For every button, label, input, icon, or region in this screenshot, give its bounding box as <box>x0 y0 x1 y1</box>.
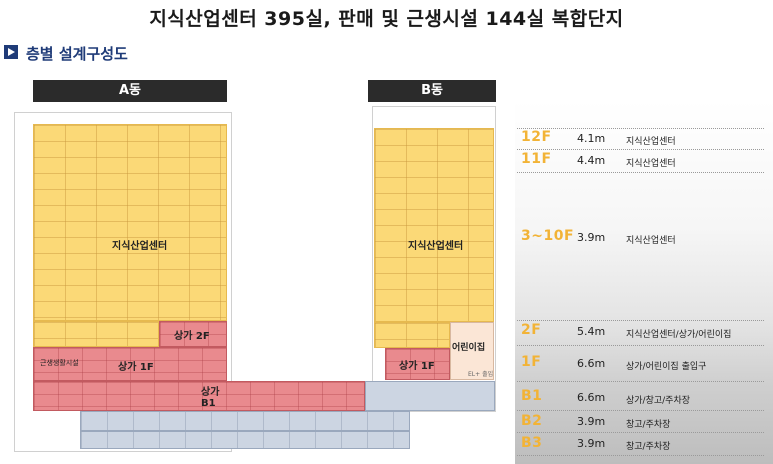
floor-b1-use: 상가/창고/주차장 <box>626 396 691 406</box>
building-a-store-1f-label: 상가 1F <box>118 362 154 373</box>
floor-separator <box>517 381 764 382</box>
building-b-main-label: 지식산업센터 <box>408 241 464 252</box>
floor-b3-label: B3 <box>521 435 543 451</box>
building-b-store-1f-label: 상가 1F <box>399 361 435 372</box>
building-a-office-block <box>33 124 227 321</box>
floor-separator <box>517 128 764 129</box>
floor-3-10f-use: 지식산업센터 <box>626 236 676 246</box>
floor-separator <box>517 320 764 321</box>
floor-1f-label: 1F <box>521 354 542 370</box>
play-square-icon <box>4 45 18 59</box>
parking-b3 <box>80 431 410 449</box>
building-b-frame <box>372 106 496 412</box>
floor-11f-use: 지식산업센터 <box>626 159 676 169</box>
building-b-office-2f <box>374 322 450 348</box>
parking-b1-east <box>365 381 495 411</box>
floor-12f-height: 4.1m <box>577 132 606 145</box>
floor-2f-use: 지식산업센터/상가/어린이집 <box>626 330 732 340</box>
building-b-store-1f <box>385 348 450 380</box>
floor-3-10f-height: 3.9m <box>577 231 606 244</box>
floor-11f-label: 11F <box>521 151 552 167</box>
floor-separator <box>517 345 764 346</box>
page-title: 지식산업센터 395실, 판매 및 근생시설 144실 복합단지 <box>149 8 624 30</box>
building-a-header: A동 <box>33 80 227 102</box>
building-a-store-b1-label: 상가 B1 <box>201 387 220 409</box>
floor-separator <box>517 149 764 150</box>
floor-3-10f-label: 3~10F <box>521 228 575 244</box>
floor-b2-label: B2 <box>521 413 543 429</box>
building-b-office-block <box>374 128 494 322</box>
floor-11f-height: 4.4m <box>577 154 606 167</box>
floor-b3-height: 3.9m <box>577 437 606 450</box>
background-photo <box>515 100 773 464</box>
building-a-store-1f <box>33 347 227 381</box>
building-b-daycare <box>450 322 494 380</box>
store-b1-band <box>33 381 365 411</box>
floor-separator <box>517 455 764 456</box>
floor-separator <box>517 410 764 411</box>
floor-1f-use: 상가/어린이집 출입구 <box>626 362 707 372</box>
floor-b3-use: 창고/주차장 <box>626 442 671 452</box>
floor-b1-height: 6.6m <box>577 391 606 404</box>
building-a-store-2f-label: 상가 2F <box>174 331 210 342</box>
section-title: 층별 설계구성도 <box>26 45 128 63</box>
floor-b1-label: B1 <box>521 388 543 404</box>
building-a-store-2f <box>159 321 227 347</box>
floor-separator <box>517 172 764 173</box>
floor-b2-use: 창고/주차장 <box>626 420 671 430</box>
floor-separator <box>517 432 764 433</box>
building-a-main-label: 지식산업센터 <box>112 241 168 252</box>
building-b-entrance-label: EL+ 출입 <box>468 371 494 378</box>
floor-b2-height: 3.9m <box>577 415 606 428</box>
parking-b2 <box>80 411 410 431</box>
floor-12f-label: 12F <box>521 129 552 145</box>
building-a-office-2f <box>33 321 159 347</box>
building-b-header: B동 <box>368 80 496 102</box>
building-a-frame <box>14 112 232 452</box>
floor-1f-height: 6.6m <box>577 357 606 370</box>
floor-2f-height: 5.4m <box>577 325 606 338</box>
floor-12f-use: 지식산업센터 <box>626 137 676 147</box>
building-b-daycare-label: 어린이집 <box>452 343 486 353</box>
floor-2f-label: 2F <box>521 322 542 338</box>
building-a-side-label: 근생생활시설 <box>40 359 79 367</box>
